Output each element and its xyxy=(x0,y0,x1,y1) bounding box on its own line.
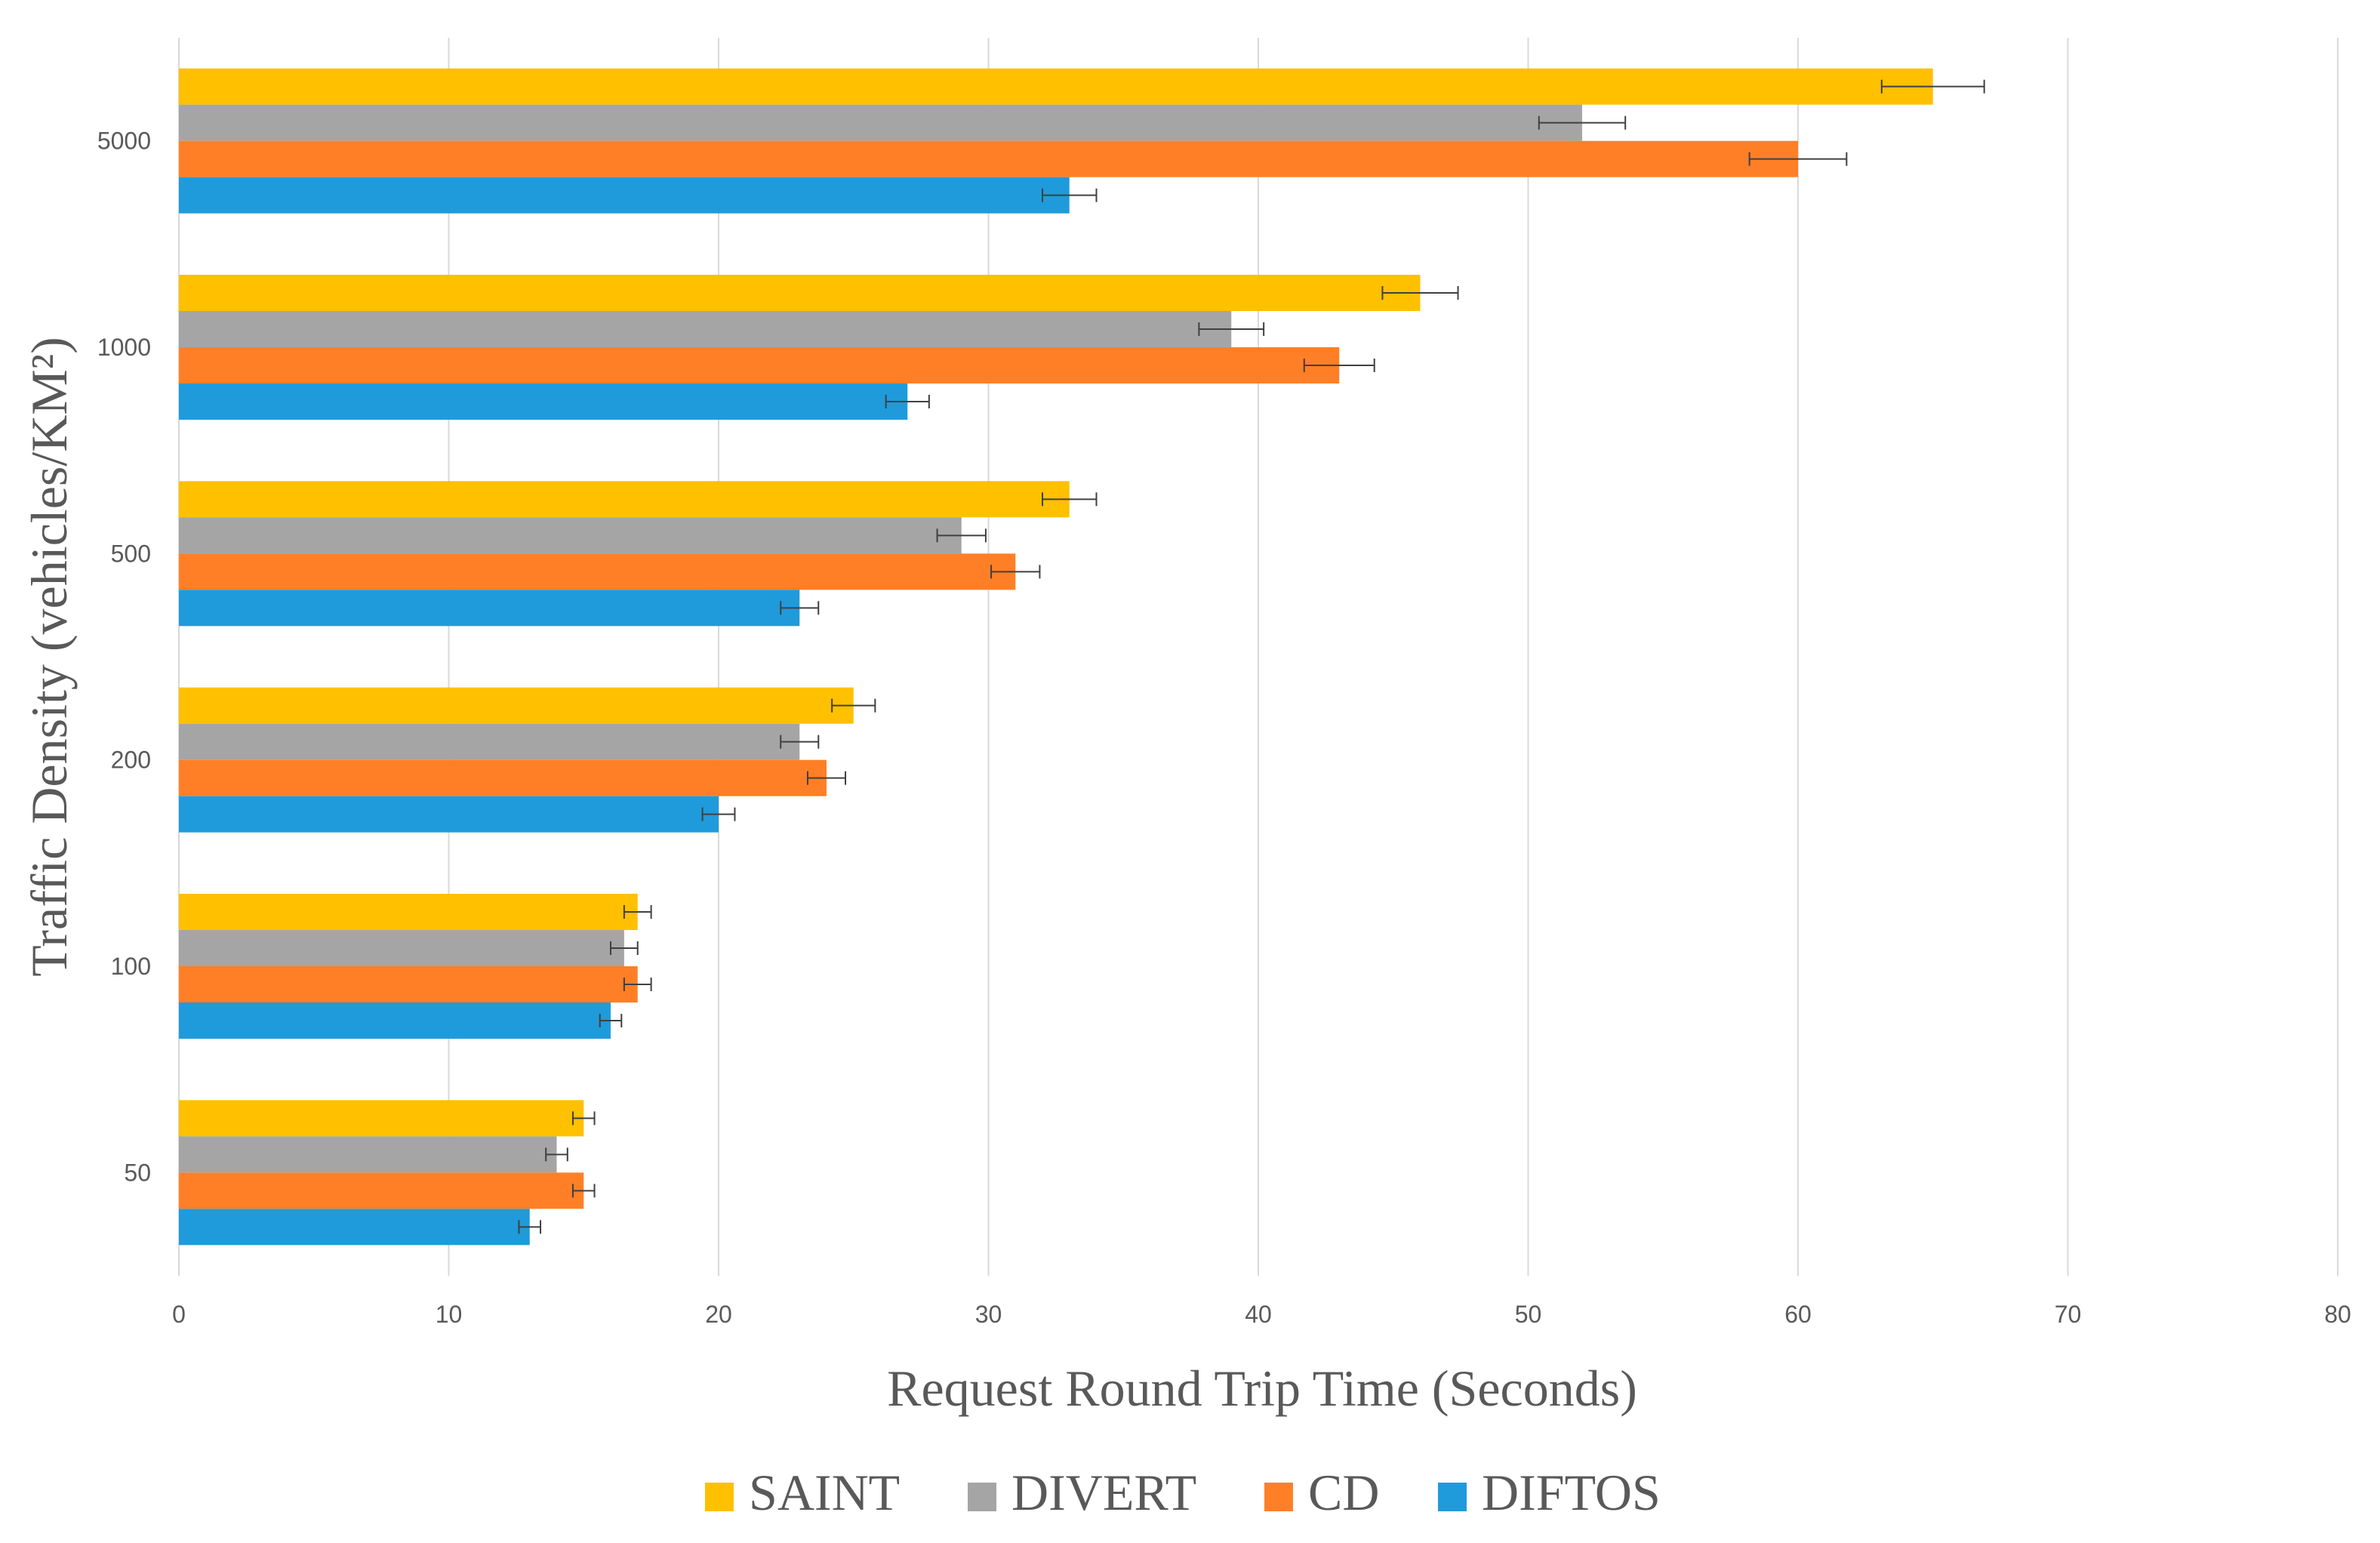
bar-cd-100 xyxy=(179,966,638,1002)
legend-swatch-diftos xyxy=(1438,1483,1467,1511)
bar-saint-100 xyxy=(179,894,638,930)
x-axis-ticks: 0 10 20 30 40 50 60 70 80 xyxy=(172,1301,2351,1328)
x-axis-title: Request Round Trip Time (Seconds) xyxy=(887,1360,1637,1417)
bar-cd-50 xyxy=(179,1172,584,1209)
legend-label-diftos: DIFTOS xyxy=(1482,1464,1661,1521)
bar-divert-500 xyxy=(179,517,962,554)
y-tick-label-100: 100 xyxy=(111,953,151,980)
bar-saint-5000 xyxy=(179,68,1933,105)
y-axis-ticks: 5000 1000 500 200 100 50 xyxy=(97,128,151,1187)
bar-saint-500 xyxy=(179,481,1070,518)
x-tick-label-30: 30 xyxy=(975,1301,1002,1328)
bar-cd-5000 xyxy=(179,140,1798,177)
x-tick-label-10: 10 xyxy=(436,1301,463,1328)
bar-diftos-5000 xyxy=(179,177,1070,214)
legend-swatch-saint xyxy=(705,1483,734,1511)
y-tick-label-1000: 1000 xyxy=(97,334,151,361)
bar-divert-100 xyxy=(179,930,624,966)
x-tick-label-40: 40 xyxy=(1245,1301,1272,1328)
legend-label-saint: SAINT xyxy=(749,1464,900,1521)
bar-diftos-100 xyxy=(179,1002,611,1039)
x-tick-label-20: 20 xyxy=(705,1301,732,1328)
bar-divert-5000 xyxy=(179,104,1582,141)
x-tick-label-70: 70 xyxy=(2055,1301,2082,1328)
gridlines xyxy=(178,38,2338,1276)
bar-diftos-200 xyxy=(179,796,719,833)
bar-divert-1000 xyxy=(179,311,1232,347)
bar-cd-200 xyxy=(179,759,827,796)
legend-label-cd: CD xyxy=(1308,1464,1379,1521)
legend-swatch-divert xyxy=(968,1483,996,1511)
x-tick-label-50: 50 xyxy=(1515,1301,1542,1328)
bar-diftos-1000 xyxy=(179,383,908,420)
bar-divert-200 xyxy=(179,723,800,760)
legend-swatch-cd xyxy=(1264,1483,1293,1511)
bar-diftos-500 xyxy=(179,590,800,627)
bar-cd-500 xyxy=(179,553,1016,590)
y-axis-title: Traffic Density (vehicles/KM²) xyxy=(20,337,78,977)
bar-saint-50 xyxy=(179,1100,584,1137)
bar-cd-1000 xyxy=(179,347,1340,383)
bar-diftos-50 xyxy=(179,1209,530,1246)
y-tick-label-50: 50 xyxy=(124,1159,151,1186)
error-bars xyxy=(518,79,1985,1234)
legend-label-divert: DIVERT xyxy=(1011,1464,1196,1521)
y-tick-label-200: 200 xyxy=(111,747,151,774)
y-tick-label-5000: 5000 xyxy=(97,128,151,155)
y-tick-label-500: 500 xyxy=(111,540,151,567)
x-tick-label-80: 80 xyxy=(2324,1301,2351,1328)
bars xyxy=(179,68,1933,1246)
x-tick-label-0: 0 xyxy=(172,1301,186,1328)
legend: SAINT DIVERT CD DIFTOS xyxy=(705,1464,1661,1521)
bar-saint-200 xyxy=(179,687,854,724)
bar-divert-50 xyxy=(179,1136,557,1173)
bar-saint-1000 xyxy=(179,275,1421,311)
x-tick-label-60: 60 xyxy=(1784,1301,1812,1328)
